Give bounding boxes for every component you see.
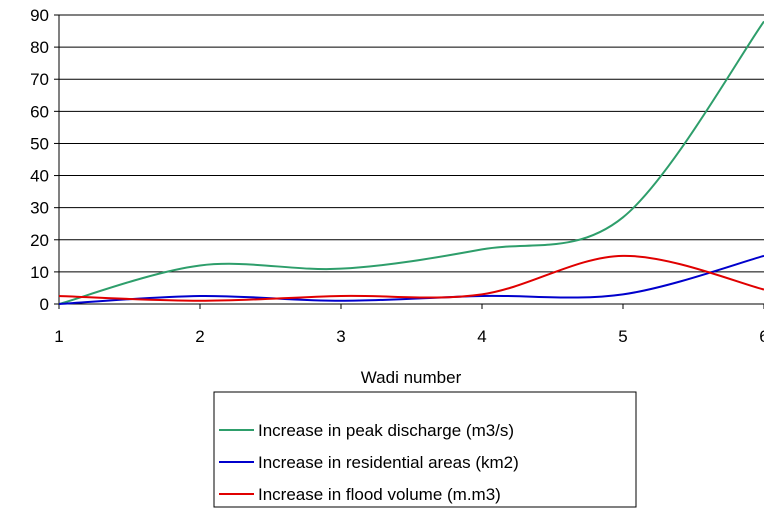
legend-box (213, 391, 637, 508)
legend-label-1: Increase in residential areas (km2) (258, 453, 519, 472)
legend: Increase in peak discharge (m3/s) Increas… (213, 391, 637, 508)
y-tick-label-4: 40 (30, 167, 49, 186)
series-line-2 (58, 254, 764, 302)
y-tick-label-2: 20 (30, 231, 49, 250)
x-tick-label-5: 6 (759, 327, 764, 346)
x-tick-label-1: 2 (195, 327, 204, 346)
legend-label-0: Increase in peak discharge (m3/s) (258, 421, 514, 440)
y-tick-label-0: 0 (40, 295, 49, 314)
y-tick-label-3: 30 (30, 199, 49, 218)
y-tick-label-6: 60 (30, 102, 49, 121)
y-tick-label-5: 50 (30, 134, 49, 153)
plot-area (59, 15, 764, 304)
legend-items: Increase in peak discharge (m3/s) Increas… (219, 421, 519, 504)
y-tick-label-1: 10 (30, 263, 49, 282)
series-lines (58, 20, 764, 305)
y-tick-labels: 0 10 20 30 40 50 60 70 80 90 (30, 6, 49, 314)
x-axis-title: Wadi number (361, 368, 462, 387)
x-tick-label-2: 3 (336, 327, 345, 346)
legend-label-2: Increase in flood volume (m.m3) (258, 485, 501, 504)
x-tick-labels: 1 2 3 4 5 6 (54, 327, 764, 346)
axes (58, 15, 764, 305)
series-line-0 (58, 20, 764, 305)
y-tick-label-9: 90 (30, 6, 49, 25)
x-tick-label-4: 5 (618, 327, 627, 346)
gridlines (54, 14, 764, 309)
series-line-1 (58, 254, 764, 305)
x-tick-label-3: 4 (477, 327, 486, 346)
x-tick-label-0: 1 (54, 327, 63, 346)
y-tick-label-7: 70 (30, 70, 49, 89)
y-tick-label-8: 80 (30, 38, 49, 57)
